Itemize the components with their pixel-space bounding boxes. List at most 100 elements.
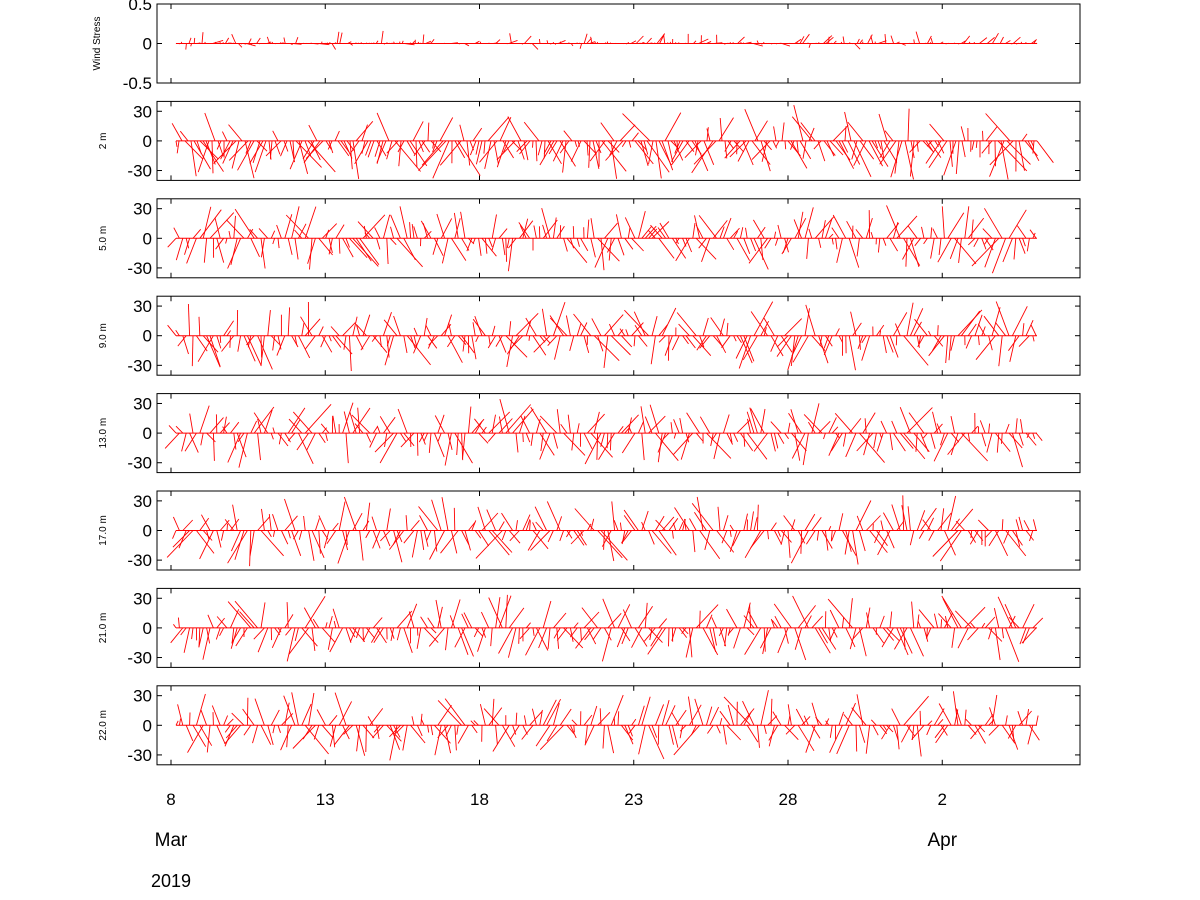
stick-vector xyxy=(706,40,712,44)
stick-vector xyxy=(548,140,558,155)
stick-vector xyxy=(938,238,942,255)
stick-vector xyxy=(217,140,224,157)
stick-vector xyxy=(226,330,231,336)
stick-vector xyxy=(245,140,252,154)
stick-vector xyxy=(491,530,513,553)
stick-vector xyxy=(222,42,224,44)
stick-vector xyxy=(1032,519,1037,531)
stick-vector xyxy=(1029,725,1040,741)
stick-vector xyxy=(588,140,591,168)
stick-vector xyxy=(787,704,792,726)
stick-vector xyxy=(308,530,315,561)
stick-vector xyxy=(224,725,235,747)
stick-vector xyxy=(332,335,342,348)
stick-vector xyxy=(672,522,677,531)
stick-vector xyxy=(318,432,326,444)
stick-vector xyxy=(1001,519,1004,531)
stick-vector xyxy=(729,140,747,158)
stick-vector xyxy=(464,43,470,47)
stick-vector xyxy=(685,432,690,443)
stick-vector xyxy=(954,238,977,265)
stick-vector xyxy=(461,530,470,546)
stick-vector xyxy=(974,725,986,744)
stick-vector xyxy=(797,725,815,752)
stick-vector xyxy=(437,606,443,628)
stick-vector xyxy=(178,530,187,549)
stick-vector xyxy=(566,238,588,263)
stick-vector xyxy=(420,220,432,239)
stick-vector xyxy=(533,335,551,353)
stick-vector xyxy=(773,231,777,239)
stick-vector xyxy=(423,530,429,547)
stick-vector xyxy=(486,509,497,531)
stick-vector xyxy=(590,432,613,458)
stick-vector xyxy=(1009,335,1017,363)
stick-vector xyxy=(535,725,551,747)
stick-vector xyxy=(215,627,221,640)
stick-vector xyxy=(352,407,371,434)
y-tick-label: -30 xyxy=(127,746,152,765)
stick-vector xyxy=(576,530,587,546)
x-tick-label: 23 xyxy=(624,790,643,809)
stick-vector xyxy=(631,718,637,726)
stick-vector xyxy=(411,530,418,558)
stick-vector xyxy=(836,238,843,263)
stick-vector xyxy=(1008,615,1016,629)
stick-vector xyxy=(784,43,786,45)
stick-vector xyxy=(501,238,506,256)
stick-vector xyxy=(947,432,966,455)
stick-vector xyxy=(373,725,381,733)
stick-vector xyxy=(416,627,422,649)
stick-vector xyxy=(908,412,925,434)
stick-vector xyxy=(566,725,575,735)
stick-vector xyxy=(592,627,602,640)
stick-vector xyxy=(547,335,558,347)
stick-vector xyxy=(682,335,689,345)
stick-vector xyxy=(699,335,711,349)
stick-vector xyxy=(648,725,665,760)
stick-vector xyxy=(945,43,947,45)
stick-vector xyxy=(292,43,302,45)
stick-vector xyxy=(256,37,261,44)
stick-vector xyxy=(339,32,343,44)
stick-vector xyxy=(521,725,534,740)
stick-vector xyxy=(843,714,853,726)
stick-vector xyxy=(742,700,755,726)
stick-vector xyxy=(196,140,202,155)
stick-vector xyxy=(716,335,727,354)
stick-vector xyxy=(743,513,748,531)
stick-vector xyxy=(623,509,639,531)
stick-vector xyxy=(610,694,624,726)
stick-vector xyxy=(430,140,442,153)
stick-vector xyxy=(773,603,792,629)
stick-vector xyxy=(521,43,523,45)
panel-ylabel: 13.0 m xyxy=(98,418,109,449)
stick-vector xyxy=(487,335,496,349)
stick-vector xyxy=(977,335,980,346)
stick-vector xyxy=(420,718,425,726)
stick-vector xyxy=(1015,43,1018,45)
stick-vector xyxy=(404,43,415,46)
stick-vectors xyxy=(164,398,1043,468)
stick-vector xyxy=(943,530,956,556)
stick-vector xyxy=(603,530,605,550)
stick-vector xyxy=(481,426,487,434)
stick-vector xyxy=(525,627,541,656)
stick-vector xyxy=(222,140,234,164)
stick-vector xyxy=(961,432,988,462)
stick-vector xyxy=(445,627,449,651)
stick-vector xyxy=(535,140,538,162)
y-tick-label: 0 xyxy=(143,522,152,541)
stick-vector xyxy=(226,718,234,726)
stick-vector xyxy=(953,42,956,44)
stick-vector xyxy=(631,627,643,648)
stick-vector xyxy=(471,520,477,531)
stick-vector xyxy=(856,432,874,452)
stick-vector xyxy=(481,238,497,257)
stick-vector xyxy=(705,614,713,629)
stick-vector xyxy=(920,432,929,452)
stick-vector xyxy=(708,42,711,44)
stick-vector xyxy=(992,32,999,44)
stick-vector xyxy=(747,418,752,434)
stick-vector xyxy=(699,416,711,434)
